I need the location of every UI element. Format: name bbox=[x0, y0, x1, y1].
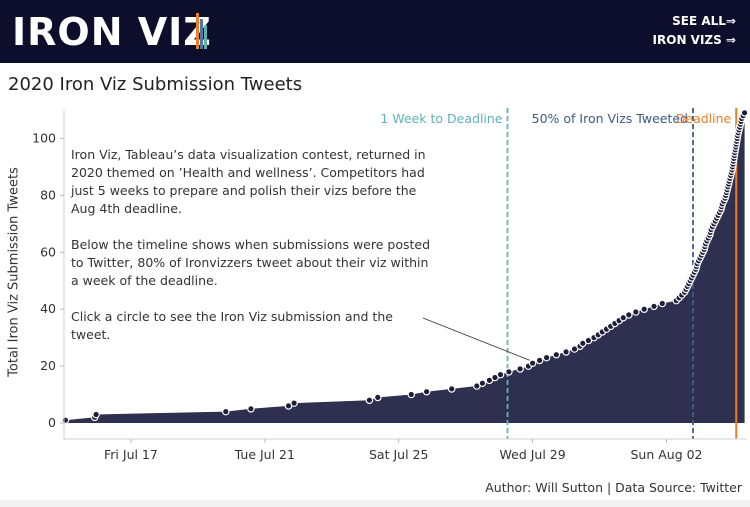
submission-point[interactable] bbox=[407, 390, 416, 399]
submission-point[interactable] bbox=[658, 299, 667, 308]
submission-point[interactable] bbox=[422, 387, 431, 396]
submission-point[interactable] bbox=[528, 359, 537, 368]
submission-point[interactable] bbox=[365, 396, 374, 405]
header-bar: IRON VIZ SEE ALL⇒ IRON VIZS ⇒ bbox=[0, 0, 750, 63]
cumulative-area bbox=[65, 112, 745, 424]
submission-point[interactable] bbox=[505, 367, 513, 376]
bottom-strip bbox=[0, 500, 750, 507]
submission-point[interactable] bbox=[740, 109, 749, 117]
submission-point[interactable] bbox=[496, 370, 505, 379]
y-tick-label: 20 bbox=[40, 358, 56, 373]
submission-point[interactable] bbox=[290, 399, 298, 407]
y-tick-label: 80 bbox=[40, 187, 56, 202]
submission-point[interactable] bbox=[542, 353, 551, 362]
annotation-paragraph: Iron Viz, Tableau’s data visualization c… bbox=[71, 147, 426, 216]
x-tick-label: Sat Jul 25 bbox=[369, 447, 428, 462]
submission-point[interactable] bbox=[562, 348, 570, 356]
submission-point[interactable] bbox=[447, 385, 456, 393]
submission-point[interactable] bbox=[631, 308, 640, 316]
footer-credits: Author: Will Sutton | Data Source: Twitt… bbox=[485, 480, 742, 495]
reference-line-label: 50% of Iron Vizs Tweeted bbox=[532, 111, 688, 126]
chart-title: 2020 Iron Viz Submission Tweets bbox=[8, 74, 303, 95]
y-tick-label: 100 bbox=[32, 130, 56, 145]
chart-canvas: 1 Week to Deadline 50% of Iron Vizs Tweet… bbox=[32, 108, 749, 462]
y-tick-label: 0 bbox=[48, 415, 56, 430]
iron-viz-logo[interactable]: IRON VIZ bbox=[12, 10, 212, 54]
x-tick-label: Fri Jul 17 bbox=[104, 447, 158, 462]
submission-point[interactable] bbox=[535, 356, 544, 365]
y-tick-label: 40 bbox=[40, 301, 56, 316]
see-all-link[interactable]: SEE ALL⇒ bbox=[672, 14, 736, 28]
submission-point[interactable] bbox=[222, 407, 230, 416]
submission-point[interactable] bbox=[640, 305, 649, 314]
submission-point[interactable] bbox=[373, 393, 382, 402]
nav-links: SEE ALL⇒ IRON VIZS ⇒ bbox=[653, 12, 736, 50]
reference-line-label: Deadline bbox=[676, 111, 732, 126]
iron-vizs-link[interactable]: IRON VIZS ⇒ bbox=[652, 33, 736, 47]
submission-point[interactable] bbox=[61, 416, 70, 425]
submission-point[interactable] bbox=[247, 404, 255, 413]
reference-line-label: 1 Week to Deadline bbox=[380, 111, 502, 126]
annotation-pointer bbox=[422, 317, 530, 361]
x-tick-label: Sun Aug 02 bbox=[630, 447, 702, 462]
annotation-text: Iron Viz, Tableau’s data visualization c… bbox=[71, 146, 436, 362]
x-tick-label: Tue Jul 21 bbox=[234, 447, 295, 462]
annotation-paragraph: Below the timeline shows when submission… bbox=[71, 237, 431, 288]
submission-point[interactable] bbox=[92, 410, 100, 419]
submission-point[interactable] bbox=[516, 365, 524, 373]
submission-point[interactable] bbox=[650, 302, 658, 311]
submission-point[interactable] bbox=[552, 350, 561, 359]
logo-bars-icon bbox=[196, 13, 208, 49]
submission-point[interactable] bbox=[624, 311, 633, 319]
x-tick-label: Wed Jul 29 bbox=[500, 447, 566, 462]
annotation-paragraph: Click a circle to see the Iron Viz submi… bbox=[71, 309, 393, 342]
y-tick-label: 60 bbox=[40, 244, 56, 259]
submission-point[interactable] bbox=[478, 379, 487, 388]
